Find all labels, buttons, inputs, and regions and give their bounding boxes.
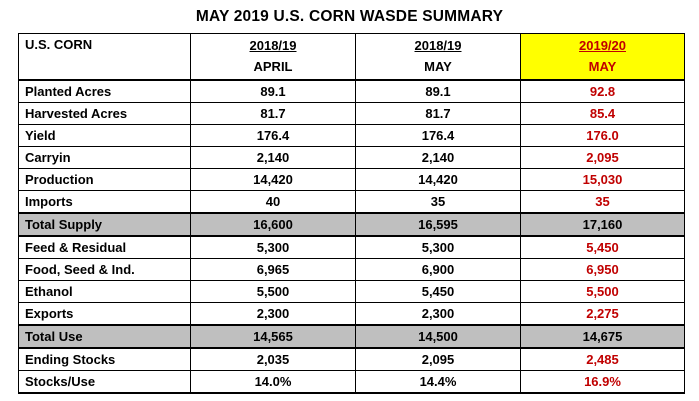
cell-forecast: 2,275	[520, 302, 685, 326]
row-label: Ending Stocks	[18, 347, 191, 371]
column-header-forecast: 2019/20 MAY	[520, 33, 685, 81]
cell-forecast: 2,095	[520, 146, 685, 169]
row-label: Production	[18, 168, 191, 191]
row-label: Food, Seed & Ind.	[18, 258, 191, 281]
row-label: Total Supply	[18, 212, 191, 237]
cell-april: 2,140	[190, 146, 356, 169]
cell-april: 14.0%	[190, 370, 356, 394]
cell-may: 5,450	[355, 280, 521, 303]
cell-forecast: 92.8	[520, 79, 685, 103]
cell-april: 81.7	[190, 102, 356, 125]
column-month: MAY	[588, 59, 617, 74]
cell-may: 16,595	[355, 212, 521, 237]
table-row-ending-stocks: Ending Stocks 2,035 2,095 2,485	[18, 347, 685, 371]
cell-april: 14,565	[190, 324, 356, 349]
cell-forecast: 5,500	[520, 280, 685, 303]
column-header-april: 2018/19 APRIL	[190, 33, 356, 81]
cell-may: 176.4	[355, 124, 521, 147]
cell-april: 40	[190, 190, 356, 214]
table-row-imports: Imports 40 35 35	[18, 190, 685, 214]
column-header-may: 2018/19 MAY	[355, 33, 521, 81]
table-row-stocks-use: Stocks/Use 14.0% 14.4% 16.9%	[18, 370, 685, 394]
cell-may: 81.7	[355, 102, 521, 125]
table-row-harvested-acres: Harvested Acres 81.7 81.7 85.4	[18, 102, 685, 125]
row-label: Feed & Residual	[18, 235, 191, 259]
cell-forecast: 176.0	[520, 124, 685, 147]
cell-april: 6,965	[190, 258, 356, 281]
row-label: Ethanol	[18, 280, 191, 303]
row-label: Stocks/Use	[18, 370, 191, 394]
table-row-carryin: Carryin 2,140 2,140 2,095	[18, 146, 685, 169]
cell-april: 176.4	[190, 124, 356, 147]
row-label: Planted Acres	[18, 79, 191, 103]
table-row-yield: Yield 176.4 176.4 176.0	[18, 124, 685, 147]
cell-may: 14,420	[355, 168, 521, 191]
table-row-total-supply: Total Supply 16,600 16,595 17,160	[18, 212, 685, 237]
row-header-label: U.S. CORN	[18, 33, 191, 81]
column-month: MAY	[424, 59, 452, 74]
header-row: U.S. CORN 2018/19 APRIL 2018/19 MAY 2019…	[18, 33, 685, 81]
cell-forecast: 14,675	[520, 324, 685, 349]
cell-forecast: 17,160	[520, 212, 685, 237]
cell-april: 16,600	[190, 212, 356, 237]
page-title: MAY 2019 U.S. CORN WASDE SUMMARY	[195, 8, 504, 25]
cell-may: 6,900	[355, 258, 521, 281]
cell-april: 5,300	[190, 235, 356, 259]
cell-forecast: 2,485	[520, 347, 685, 371]
cell-may: 2,095	[355, 347, 521, 371]
cell-forecast: 16.9%	[520, 370, 685, 394]
row-label: Harvested Acres	[18, 102, 191, 125]
row-label: Yield	[18, 124, 191, 147]
cell-forecast: 5,450	[520, 235, 685, 259]
cell-may: 2,300	[355, 302, 521, 326]
column-year: 2018/19	[414, 38, 462, 53]
cell-forecast: 6,950	[520, 258, 685, 281]
table-row-total-use: Total Use 14,565 14,500 14,675	[18, 324, 685, 349]
cell-forecast: 85.4	[520, 102, 685, 125]
wasde-summary-table: U.S. CORN 2018/19 APRIL 2018/19 MAY 2019…	[18, 33, 685, 394]
cell-may: 89.1	[355, 79, 521, 103]
cell-april: 14,420	[190, 168, 356, 191]
cell-april: 2,035	[190, 347, 356, 371]
cell-april: 2,300	[190, 302, 356, 326]
table-row-planted-acres: Planted Acres 89.1 89.1 92.8	[18, 79, 685, 103]
row-label: Imports	[18, 190, 191, 214]
cell-may: 2,140	[355, 146, 521, 169]
cell-forecast: 15,030	[520, 168, 685, 191]
cell-may: 14.4%	[355, 370, 521, 394]
table-row-feed-residual: Feed & Residual 5,300 5,300 5,450	[18, 235, 685, 259]
row-label: Total Use	[18, 324, 191, 349]
row-label: Carryin	[18, 146, 191, 169]
row-label: Exports	[18, 302, 191, 326]
cell-may: 5,300	[355, 235, 521, 259]
table-row-ethanol: Ethanol 5,500 5,450 5,500	[18, 280, 685, 303]
table-row-food-seed-ind: Food, Seed & Ind. 6,965 6,900 6,950	[18, 258, 685, 281]
table-row-exports: Exports 2,300 2,300 2,275	[18, 302, 685, 326]
table-row-production: Production 14,420 14,420 15,030	[18, 168, 685, 191]
column-year: 2019/20	[579, 38, 626, 53]
cell-may: 35	[355, 190, 521, 214]
cell-april: 5,500	[190, 280, 356, 303]
column-year: 2018/19	[249, 38, 297, 53]
cell-may: 14,500	[355, 324, 521, 349]
cell-april: 89.1	[190, 79, 356, 103]
column-month: APRIL	[253, 59, 293, 74]
cell-forecast: 35	[520, 190, 685, 214]
